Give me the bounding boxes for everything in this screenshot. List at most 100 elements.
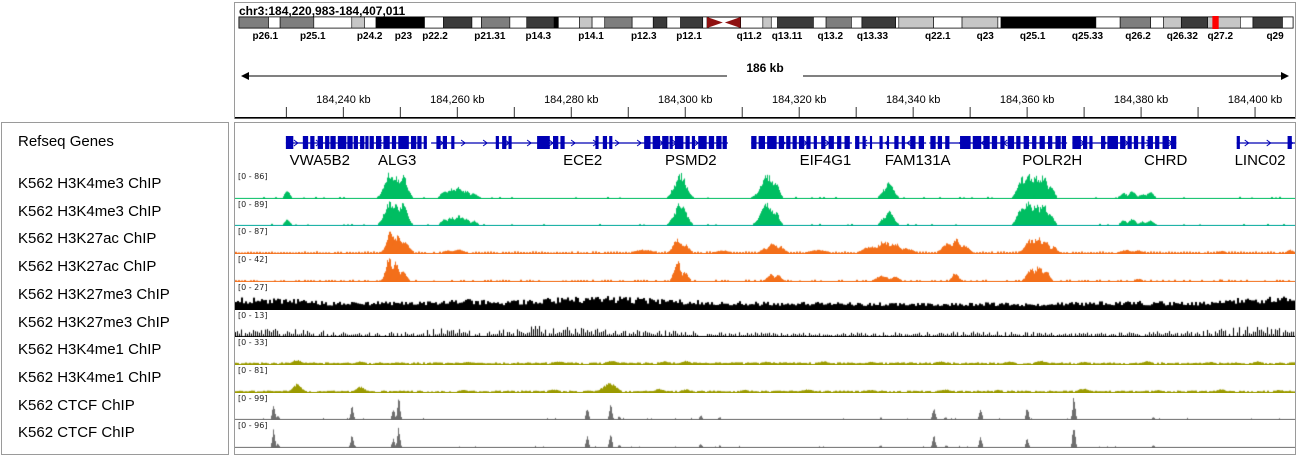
gene-exon bbox=[330, 136, 336, 149]
gene-exon bbox=[1072, 136, 1081, 149]
signal-track-row[interactable]: [0 - 13] bbox=[235, 310, 1295, 337]
gene-exon bbox=[828, 136, 834, 149]
track-name-refseq-genes-0[interactable]: Refseq Genes bbox=[18, 133, 114, 150]
gene-exon bbox=[502, 136, 507, 149]
track-name-k562-h3k4me3-chip-2[interactable]: K562 H3K4me3 ChIP bbox=[18, 203, 162, 220]
signal-track-row[interactable]: [0 - 86] bbox=[235, 171, 1295, 199]
signal-track-row[interactable]: [0 - 89] bbox=[235, 199, 1295, 226]
ideogram-band bbox=[1119, 16, 1152, 29]
cytoband-label: q29 bbox=[1266, 31, 1284, 42]
gene-exon bbox=[553, 136, 559, 149]
strand-arrow-icon bbox=[614, 139, 620, 147]
gene-exon bbox=[664, 136, 669, 149]
track-range-label: [0 - 87] bbox=[238, 227, 268, 236]
ruler-tick-label: 184,340 kb bbox=[886, 94, 940, 106]
ideogram-band bbox=[238, 16, 269, 29]
ideogram-band bbox=[652, 16, 668, 29]
gene-exon bbox=[844, 136, 850, 149]
cytoband-label: p26.1 bbox=[253, 31, 279, 42]
track-range-label: [0 - 86] bbox=[238, 172, 268, 181]
strand-arrow-icon bbox=[526, 139, 532, 147]
ideogram-band bbox=[702, 16, 708, 29]
centromere-icon bbox=[706, 17, 723, 28]
gene-exon bbox=[1127, 136, 1132, 149]
signal-track-canvas-4[interactable] bbox=[235, 254, 1295, 282]
ideogram-band bbox=[933, 16, 963, 29]
track-name-k562-ctcf-chip-9[interactable]: K562 CTCF ChIP bbox=[18, 397, 135, 414]
gene-exon bbox=[758, 136, 765, 149]
gene-exon bbox=[821, 136, 826, 149]
gene-exon bbox=[383, 136, 390, 149]
ideogram-band bbox=[961, 16, 999, 29]
locus-label: chr3:184,220,983-184,407,011 bbox=[239, 4, 406, 18]
signal-track-canvas-9[interactable] bbox=[235, 393, 1295, 420]
refseq-gene-track[interactable]: VWA5B2 ALG3 ECE2 PSMD2 EIF4G1 FAM131A POLR2H CH… bbox=[235, 124, 1295, 170]
gene-exon bbox=[910, 136, 916, 149]
track-name-k562-h3k4me3-chip-1[interactable]: K562 H3K4me3 ChIP bbox=[18, 175, 162, 192]
ideogram-band bbox=[1163, 16, 1182, 29]
track-name-k562-h3k4me1-chip-7[interactable]: K562 H3K4me1 ChIP bbox=[18, 341, 162, 358]
ideogram-band bbox=[424, 16, 444, 29]
gene-name-label: ECE2 bbox=[563, 152, 602, 169]
signal-track-canvas-5[interactable] bbox=[235, 282, 1295, 310]
gene-exon bbox=[595, 136, 599, 149]
gene-exon bbox=[1155, 136, 1160, 149]
track-name-k562-h3k4me1-chip-8[interactable]: K562 H3K4me1 ChIP bbox=[18, 369, 162, 386]
strand-arrow-icon bbox=[570, 139, 576, 147]
signal-track-canvas-3[interactable] bbox=[235, 226, 1295, 254]
signal-track-canvas-6[interactable] bbox=[235, 310, 1295, 337]
signal-track-row[interactable]: [0 - 42] bbox=[235, 254, 1295, 282]
gene-exon bbox=[1048, 136, 1053, 149]
ideogram-band bbox=[481, 16, 511, 29]
cytoband-label: p14.1 bbox=[578, 31, 604, 42]
gene-name-label: FAM131A bbox=[885, 152, 951, 169]
ideogram-band bbox=[898, 16, 934, 29]
ideogram-band bbox=[740, 16, 764, 29]
signal-track-canvas-1[interactable] bbox=[235, 171, 1295, 199]
gene-exon bbox=[855, 136, 860, 149]
signal-track-row[interactable]: [0 - 27] bbox=[235, 282, 1295, 310]
signal-track-canvas-7[interactable] bbox=[235, 337, 1295, 365]
gene-exon bbox=[652, 136, 661, 149]
ruler-tick-label: 184,380 kb bbox=[1114, 94, 1168, 106]
ruler-tick-label: 184,320 kb bbox=[772, 94, 826, 106]
cytoband-label: p21.31 bbox=[474, 31, 506, 42]
cytoband-label: q25.33 bbox=[1072, 31, 1104, 42]
signal-track-canvas-8[interactable] bbox=[235, 365, 1295, 393]
track-name-k562-h3k27ac-chip-3[interactable]: K562 H3K27ac ChIP bbox=[18, 230, 157, 247]
gene-exon bbox=[1083, 136, 1088, 149]
gene-exon bbox=[886, 136, 890, 149]
cytoband-label: p14.3 bbox=[526, 31, 552, 42]
cytoband-label: q26.2 bbox=[1125, 31, 1151, 42]
ideogram-band bbox=[558, 16, 580, 29]
track-name-k562-h3k27ac-chip-4[interactable]: K562 H3K27ac ChIP bbox=[18, 258, 157, 275]
signal-track-row[interactable]: [0 - 33] bbox=[235, 337, 1295, 365]
gene-name-label: EIF4G1 bbox=[800, 152, 852, 169]
signal-track-row[interactable]: [0 - 99] bbox=[235, 393, 1295, 420]
gene-exon bbox=[1107, 136, 1118, 149]
signal-track-canvas-2[interactable] bbox=[235, 199, 1295, 226]
signal-track-row[interactable]: [0 - 87] bbox=[235, 226, 1295, 254]
signal-track-row[interactable]: [0 - 96] bbox=[235, 420, 1295, 448]
track-name-k562-h3k27me3-chip-6[interactable]: K562 H3K27me3 ChIP bbox=[18, 314, 170, 331]
chromosome-ideogram[interactable]: p26.1 p25.1 p24.2 p23 p22.2 p21.31 p14.3 p14.1 p… bbox=[237, 16, 1295, 58]
ideogram-band bbox=[579, 16, 593, 29]
signal-track-row[interactable]: [0 - 81] bbox=[235, 365, 1295, 393]
ideogram-band bbox=[813, 16, 827, 29]
gene-exon bbox=[360, 136, 365, 149]
cytoband-label: q25.1 bbox=[1020, 31, 1046, 42]
strand-arrow-icon bbox=[636, 139, 642, 147]
gene-exon bbox=[778, 136, 785, 149]
gene-exon bbox=[945, 136, 950, 149]
signal-track-canvas-10[interactable] bbox=[235, 420, 1295, 448]
gene-exon bbox=[698, 136, 707, 149]
ruler[interactable]: 184,240 kb 184,260 kb 184,280 kb 184,300 kb… bbox=[235, 60, 1295, 120]
track-name-k562-ctcf-chip-10[interactable]: K562 CTCF ChIP bbox=[18, 424, 135, 441]
cytoband-label: q26.32 bbox=[1167, 31, 1199, 42]
gene-exon bbox=[317, 136, 323, 149]
ruler-tick-label: 184,400 kb bbox=[1228, 94, 1282, 106]
ruler-tick-label: 184,240 kb bbox=[316, 94, 370, 106]
track-name-k562-h3k27me3-chip-5[interactable]: K562 H3K27me3 ChIP bbox=[18, 286, 170, 303]
arrow-left-icon bbox=[241, 72, 249, 80]
